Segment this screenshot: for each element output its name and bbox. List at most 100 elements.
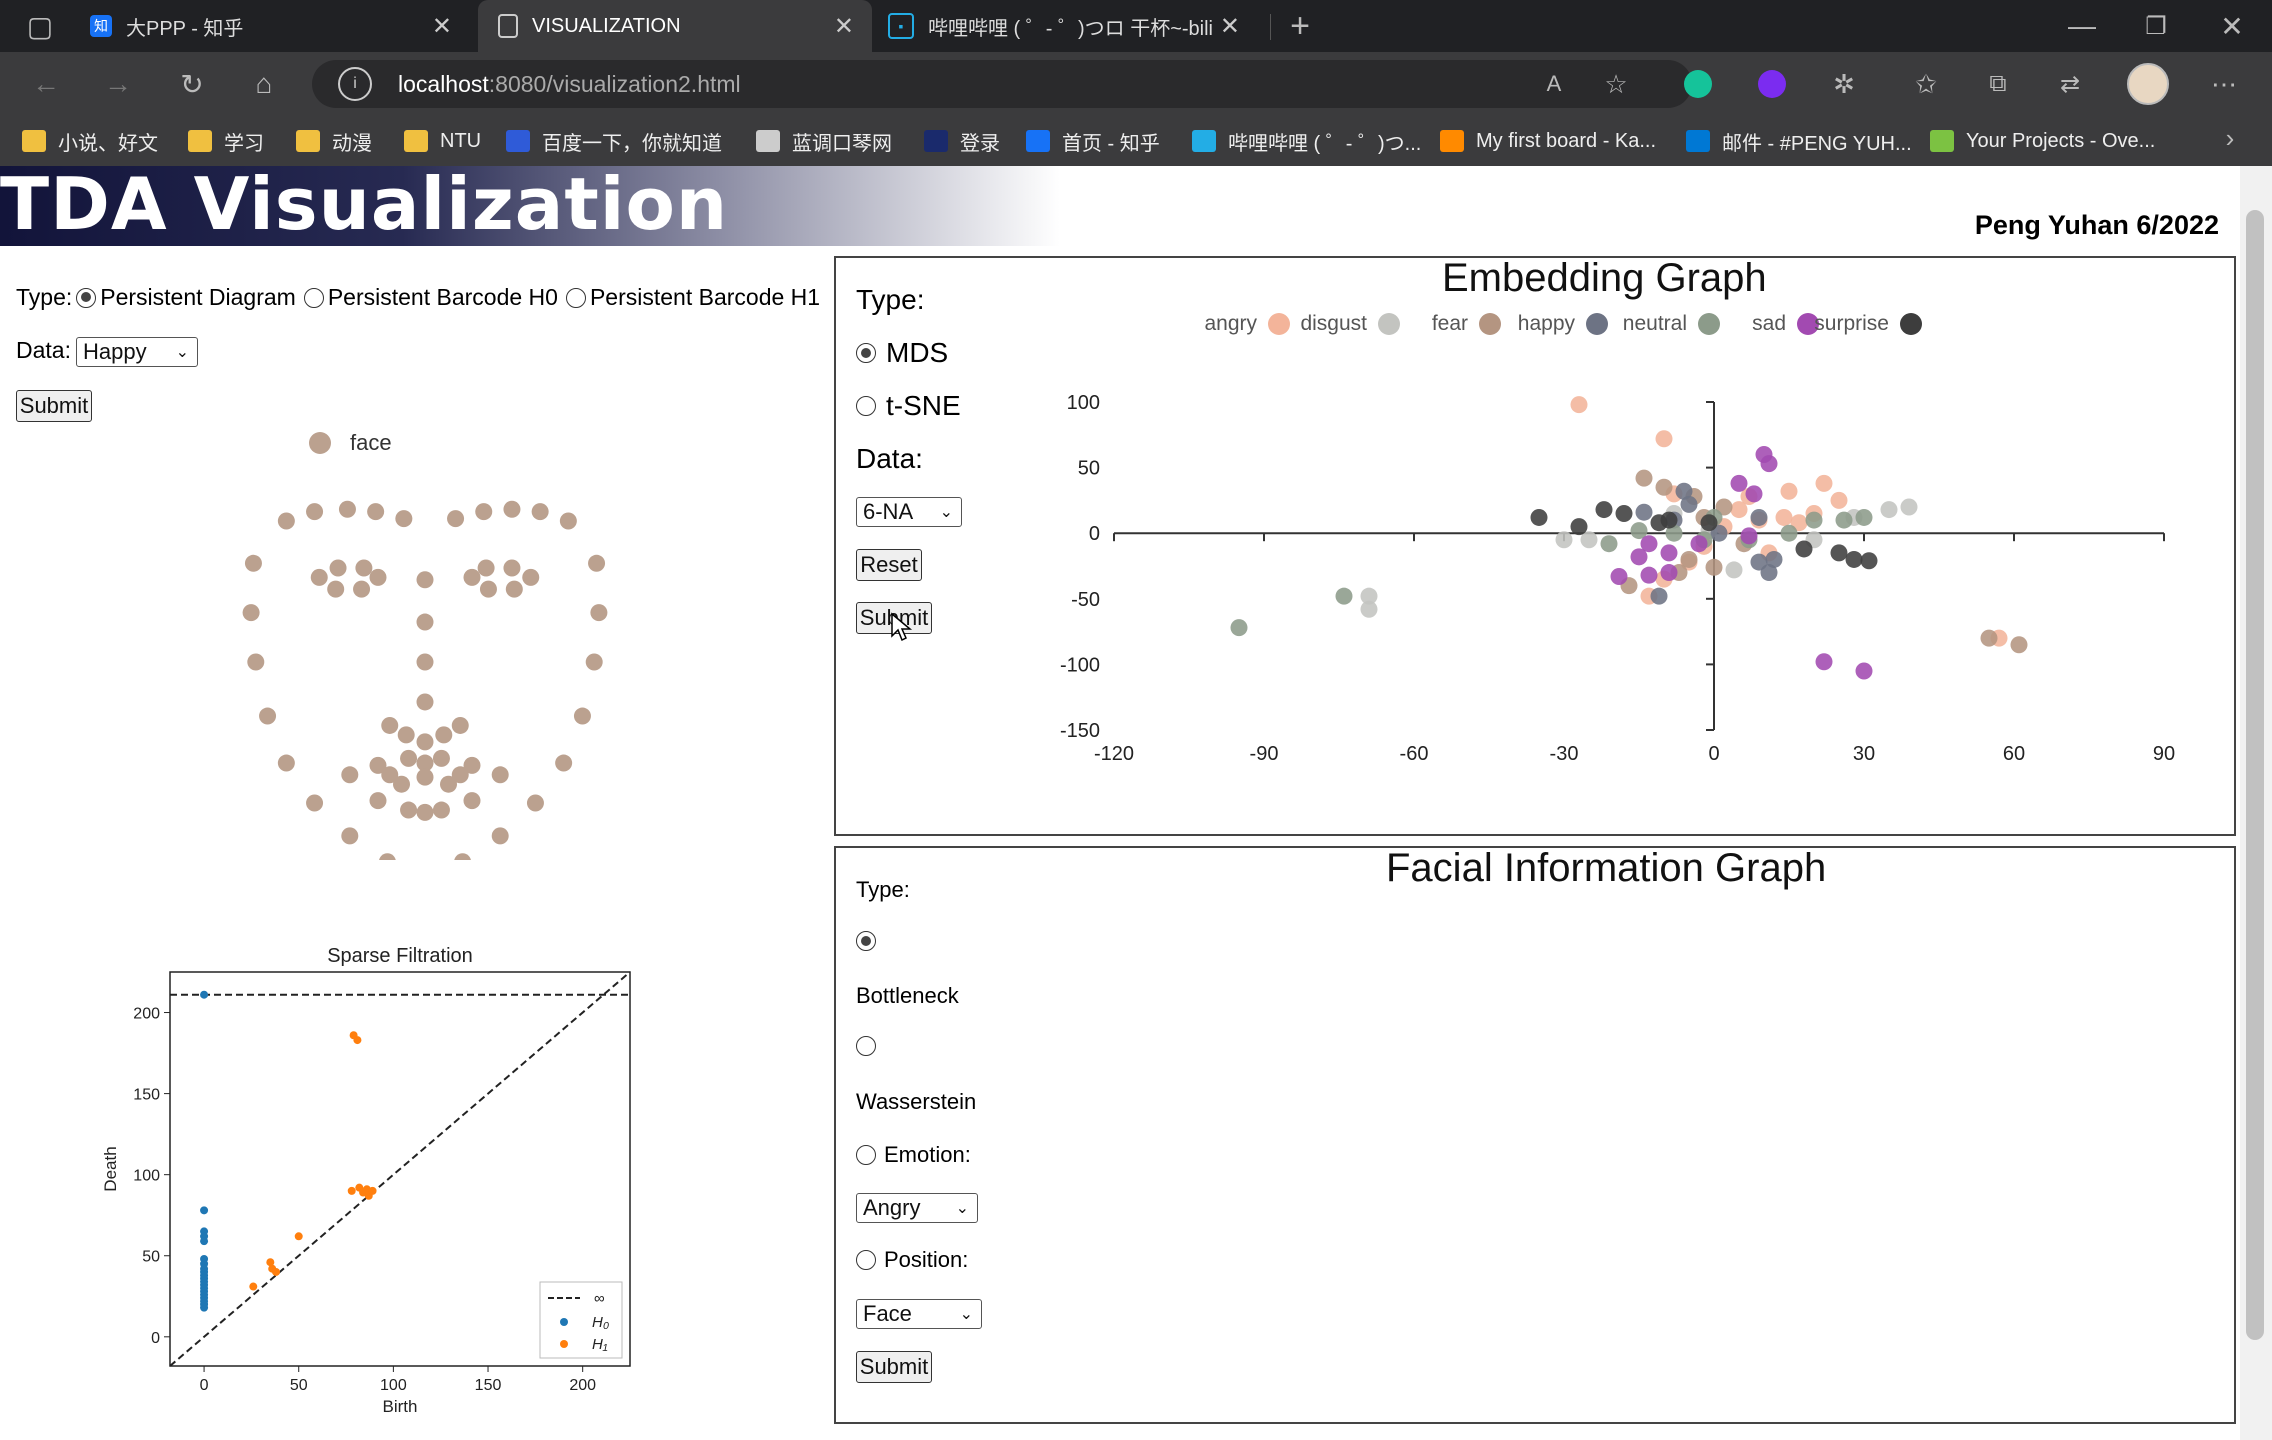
legend-label: angry	[1204, 312, 1257, 335]
close-window-icon[interactable]: ✕	[2220, 10, 2244, 42]
radio-position[interactable]	[856, 1250, 876, 1270]
share-icon[interactable]: ⇄	[2059, 70, 2081, 98]
face-landmark-point	[393, 775, 410, 793]
tab-visualization[interactable]: VISUALIZATION ✕	[478, 0, 872, 52]
favorite-add-icon[interactable]: ☆	[1604, 68, 1628, 99]
pd-point	[200, 1237, 209, 1246]
title-banner	[0, 166, 1060, 246]
url-path: :8080/visualization2.html	[488, 70, 741, 97]
scrollbar-thumb[interactable]	[2246, 210, 2264, 1340]
reset-button[interactable]: Reset	[856, 549, 922, 581]
face-landmark-point	[381, 766, 399, 784]
chart-title: Sparse Filtration	[327, 945, 473, 967]
bookmark-item[interactable]: 百度一下，你就知道	[506, 126, 722, 156]
facial-submit-button[interactable]: Submit	[856, 1351, 932, 1383]
legend-label: disgust	[1300, 312, 1367, 335]
collections-icon[interactable]: ⧉	[1989, 70, 2007, 97]
close-tab-icon[interactable]: ✕	[431, 12, 452, 40]
tab-divider	[1270, 14, 1271, 40]
left-submit-button[interactable]: Submit	[16, 390, 92, 422]
address-bar[interactable]: i localhost:8080/visualization2.html	[312, 60, 1692, 108]
radio-tsne[interactable]	[856, 396, 876, 416]
profile-avatar[interactable]	[2126, 62, 2170, 106]
legend-marker	[1479, 313, 1501, 335]
bookmark-item[interactable]: 首页 - 知乎	[1026, 126, 1160, 156]
data-point-surprise	[1650, 514, 1668, 532]
data-select[interactable]: Happy ⌄	[76, 337, 198, 367]
bookmark-item[interactable]: 哔哩哔哩 ( ゜- ゜)つ...	[1192, 126, 1421, 156]
data-point-surprise	[1570, 518, 1588, 536]
emotion-label: Emotion:	[884, 1142, 971, 1167]
legend-label: fear	[1432, 312, 1468, 335]
url-host: localhost	[398, 70, 489, 97]
bookmark-item[interactable]: Your Projects - Ove...	[1930, 126, 2155, 156]
extensions-icon[interactable]: ✲	[1833, 68, 1855, 99]
bookmark-icon	[1686, 130, 1710, 152]
bookmark-item[interactable]: 蓝调口琴网	[756, 126, 892, 156]
radio-emotion[interactable]	[856, 1145, 876, 1165]
embedding-type-label: Type:	[856, 284, 925, 315]
forward-icon[interactable]: →	[104, 68, 132, 99]
tab-bilibili[interactable]: ▪ 哔哩哔哩 ( ゜- ゜)つロ 干杯~-bili ✕	[888, 0, 1258, 52]
legend-label: H₀	[592, 1314, 609, 1331]
back-icon[interactable]: ←	[32, 68, 60, 99]
bookmark-item[interactable]: 小说、好文	[22, 126, 158, 156]
face-landmark-point	[475, 503, 493, 521]
more-icon[interactable]: ⋯	[2211, 68, 2237, 99]
option-barcode-h1: Persistent Barcode H1	[589, 284, 821, 310]
radio-wasserstein[interactable]	[856, 1036, 876, 1056]
close-tab-icon[interactable]: ✕	[1219, 12, 1240, 40]
data-point-neutral	[1665, 524, 1683, 542]
x-tick-label: 50	[290, 1377, 308, 1394]
read-aloud-icon[interactable]: A	[1546, 71, 1562, 96]
bookmark-item[interactable]: 动漫	[296, 126, 372, 156]
data-point-surprise	[1595, 501, 1613, 519]
radio-bottleneck[interactable]	[856, 931, 876, 951]
tab-actions-icon[interactable]: ▢	[26, 10, 54, 42]
bookmark-item[interactable]: 邮件 - #PENG YUH...	[1686, 126, 1912, 156]
chevron-right-icon[interactable]: ›	[2225, 122, 2235, 153]
emotion-select[interactable]: Angry ⌄	[856, 1193, 978, 1223]
bookmark-label: 登录	[960, 132, 1000, 155]
bookmark-item[interactable]: 学习	[188, 126, 264, 156]
y-tick-label: 100	[1067, 392, 1100, 414]
new-tab-icon[interactable]: +	[1290, 6, 1310, 45]
chevron-down-icon: ⌄	[959, 1306, 973, 1323]
data-point-neutral	[1600, 535, 1618, 553]
face-landmark-point	[259, 707, 277, 725]
legend-label: H₁	[592, 1336, 608, 1353]
face-landmark-point	[400, 749, 418, 767]
grammarly-icon[interactable]	[1676, 62, 1720, 106]
position-select[interactable]: Face ⌄	[856, 1299, 982, 1329]
face-landmark-point	[590, 604, 608, 622]
bookmark-label: 哔哩哔哩 ( ゜- ゜)つ...	[1228, 132, 1422, 155]
radio-barcode-h1[interactable]	[565, 287, 586, 308]
document-icon	[498, 14, 518, 38]
plot-frame	[169, 971, 631, 1367]
home-icon[interactable]: ⌂	[255, 68, 273, 99]
reload-icon[interactable]: ↻	[180, 68, 204, 100]
radio-mds[interactable]	[856, 343, 876, 363]
close-tab-icon[interactable]: ✕	[833, 12, 854, 40]
face-landmark-point	[353, 580, 371, 598]
legend-label-face: face	[350, 430, 392, 455]
bookmark-item[interactable]: My first board - Ka...	[1440, 126, 1656, 156]
author-label: Peng Yuhan 6/2022	[1974, 210, 2219, 240]
radio-barcode-h0[interactable]	[303, 287, 324, 308]
data-point-sad	[1740, 527, 1758, 545]
bookmark-item[interactable]: NTU	[404, 126, 481, 156]
data-point-sad	[1760, 455, 1778, 473]
legend-marker	[1268, 313, 1290, 335]
mds-label: MDS	[886, 337, 949, 368]
restore-icon[interactable]: ❐	[2145, 12, 2167, 40]
extension-w-icon[interactable]	[1750, 62, 1794, 106]
data-point-disgust	[1900, 498, 1918, 516]
minimize-icon[interactable]: —	[2068, 10, 2096, 41]
site-info-icon[interactable]: i	[338, 67, 372, 101]
bookmark-item[interactable]: 登录	[924, 126, 1000, 156]
data-point-neutral	[1230, 619, 1248, 637]
embedding-data-select[interactable]: 6-NA ⌄	[856, 497, 962, 527]
favorites-icon[interactable]: ✩	[1915, 68, 1937, 99]
tab-zhihu[interactable]: 知 大PPP - 知乎 ✕	[90, 0, 470, 52]
radio-persistent-diagram[interactable]	[76, 287, 97, 308]
